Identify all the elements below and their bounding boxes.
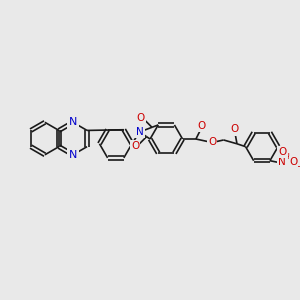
Text: O: O [230, 124, 238, 134]
Text: O: O [197, 121, 206, 130]
Text: −: − [296, 161, 300, 170]
Text: N: N [69, 117, 77, 127]
Text: O: O [131, 141, 139, 151]
Text: N: N [136, 127, 143, 137]
Text: O: O [278, 147, 286, 157]
Text: O: O [208, 137, 216, 147]
Text: O: O [290, 157, 298, 167]
Text: N: N [69, 150, 77, 160]
Text: O: O [136, 113, 145, 123]
Text: +: + [284, 152, 292, 161]
Text: N: N [278, 157, 286, 167]
